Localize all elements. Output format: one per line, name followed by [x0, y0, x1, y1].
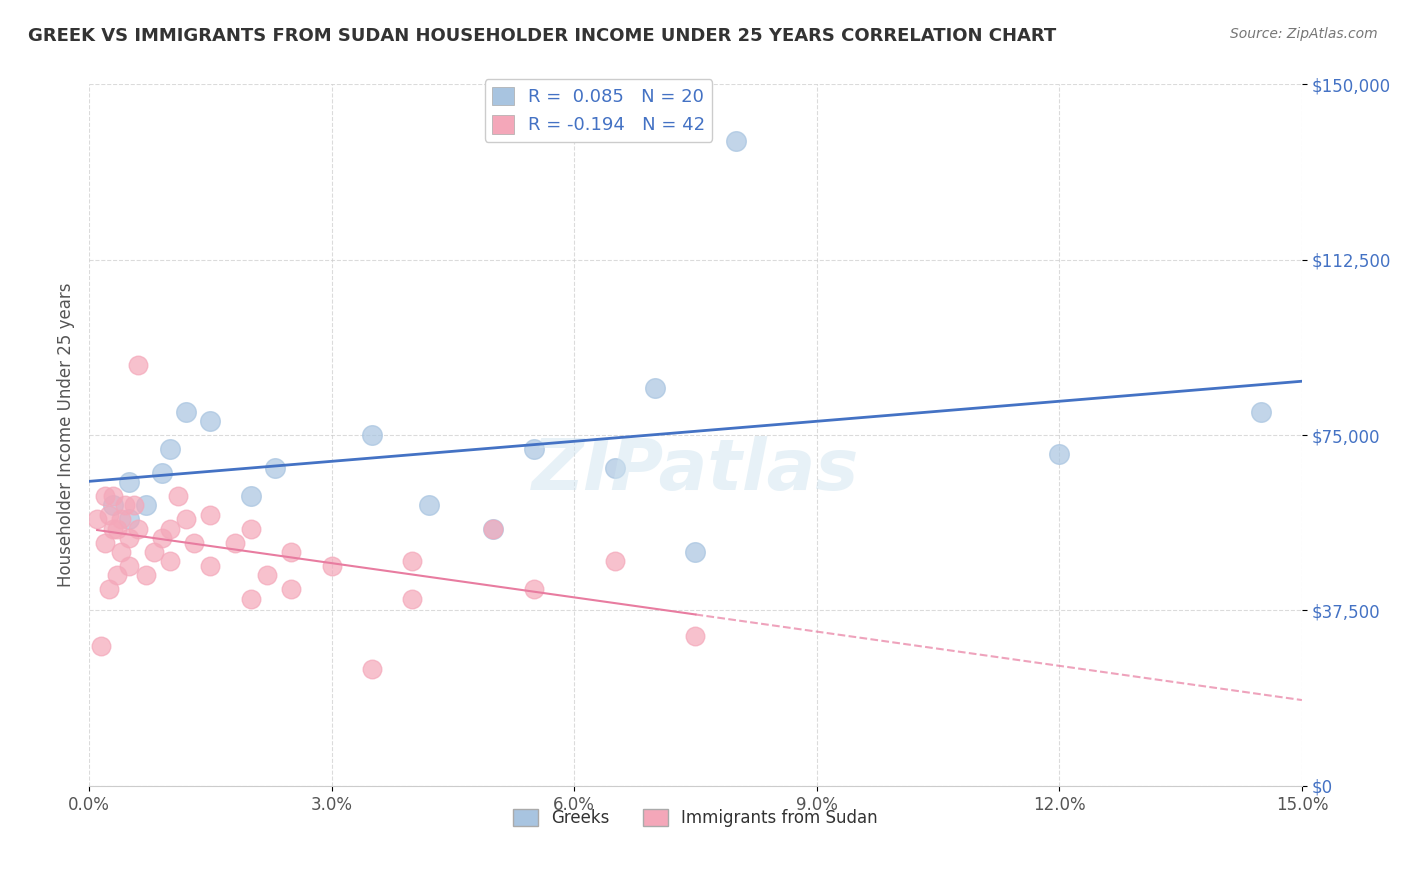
Point: [118, 559, 141, 574]
Text: Source: ZipAtlas.com: Source: ZipAtlas.com: [1230, 27, 1378, 41]
Point: [280, 582, 302, 597]
Point: [183, 535, 205, 549]
Point: [321, 559, 343, 574]
Point: [110, 545, 132, 559]
Point: [361, 428, 384, 442]
Point: [644, 381, 666, 395]
Legend: Greeks, Immigrants from Sudan: Greeks, Immigrants from Sudan: [506, 802, 884, 833]
Point: [280, 545, 302, 559]
Point: [105, 568, 128, 582]
Point: [724, 134, 747, 148]
Point: [105, 522, 128, 536]
Point: [118, 512, 141, 526]
Point: [90, 639, 112, 653]
Point: [98, 582, 121, 597]
Point: [482, 522, 505, 536]
Point: [1250, 405, 1272, 419]
Point: [200, 414, 222, 428]
Point: [224, 535, 246, 549]
Point: [200, 508, 222, 522]
Point: [94, 489, 117, 503]
Point: [603, 460, 626, 475]
Point: [103, 489, 125, 503]
Point: [239, 522, 262, 536]
Point: [239, 489, 262, 503]
Point: [103, 498, 125, 512]
Text: GREEK VS IMMIGRANTS FROM SUDAN HOUSEHOLDER INCOME UNDER 25 YEARS CORRELATION CHA: GREEK VS IMMIGRANTS FROM SUDAN HOUSEHOLD…: [28, 27, 1056, 45]
Point: [150, 531, 173, 545]
Point: [114, 498, 136, 512]
Point: [118, 531, 141, 545]
Point: [103, 522, 125, 536]
Point: [122, 498, 145, 512]
Point: [142, 545, 165, 559]
Point: [361, 662, 384, 676]
Point: [685, 545, 707, 559]
Point: [159, 522, 181, 536]
Point: [239, 591, 262, 606]
Point: [135, 498, 157, 512]
Point: [167, 489, 190, 503]
Y-axis label: Householder Income Under 25 years: Householder Income Under 25 years: [58, 283, 75, 587]
Point: [98, 508, 121, 522]
Point: [1047, 447, 1070, 461]
Point: [94, 535, 117, 549]
Point: [256, 568, 278, 582]
Text: ZIPatlas: ZIPatlas: [531, 435, 859, 505]
Point: [482, 522, 505, 536]
Point: [174, 512, 197, 526]
Point: [523, 442, 546, 457]
Point: [523, 582, 546, 597]
Point: [127, 522, 149, 536]
Point: [118, 475, 141, 489]
Point: [401, 591, 423, 606]
Point: [174, 405, 197, 419]
Point: [685, 629, 707, 643]
Point: [135, 568, 157, 582]
Point: [200, 559, 222, 574]
Point: [401, 554, 423, 568]
Point: [418, 498, 440, 512]
Point: [159, 554, 181, 568]
Point: [150, 466, 173, 480]
Point: [603, 554, 626, 568]
Point: [110, 512, 132, 526]
Point: [86, 512, 108, 526]
Point: [264, 460, 287, 475]
Point: [127, 358, 149, 372]
Point: [159, 442, 181, 457]
